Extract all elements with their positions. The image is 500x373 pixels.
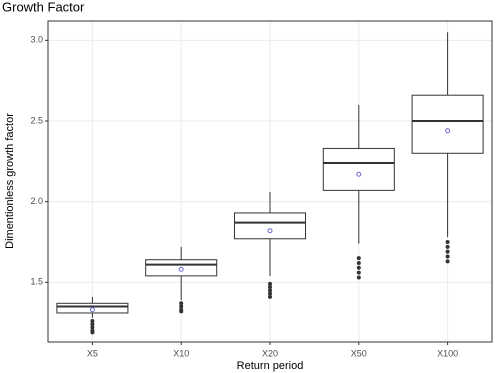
x-tick-label: X5 <box>87 348 98 358</box>
box <box>233 212 307 240</box>
y-tick-label: 2.5 <box>30 115 43 125</box>
outlier <box>268 285 272 290</box>
mean <box>178 266 184 272</box>
outlier <box>445 239 450 244</box>
mean <box>356 171 362 177</box>
x-axis-label: Return period <box>237 360 304 372</box>
outlier <box>356 275 361 280</box>
y-tick-label: 2.0 <box>30 196 43 206</box>
outlier <box>179 309 184 314</box>
outlier <box>90 325 95 330</box>
box <box>322 147 395 191</box>
outlier <box>445 254 450 259</box>
outlier <box>268 281 272 286</box>
outlier <box>90 330 95 335</box>
outlier <box>356 265 361 270</box>
outlier <box>179 304 184 309</box>
x-tick-label: X50 <box>351 348 367 358</box>
outlier <box>445 259 450 264</box>
plot-border <box>47 20 493 343</box>
mean <box>267 228 273 234</box>
x-tick-label: X100 <box>437 348 458 358</box>
y-axis-label: Dimentionless growth factor <box>4 113 16 249</box>
x-tick-label: X20 <box>262 348 278 358</box>
outlier <box>268 294 272 299</box>
y-tick-label: 1.5 <box>30 277 43 287</box>
chart-title: Growth Factor <box>2 0 85 14</box>
outlier <box>445 249 450 254</box>
mean <box>89 307 95 313</box>
outlier <box>356 256 361 261</box>
outlier <box>445 244 450 249</box>
outlier <box>90 319 95 324</box>
x-tick-label: X10 <box>173 348 189 358</box>
outlier <box>268 291 272 296</box>
outlier <box>356 260 361 265</box>
box <box>411 94 484 154</box>
y-tick-label: 3.0 <box>30 35 43 45</box>
outlier <box>90 322 95 327</box>
outlier <box>356 270 361 275</box>
outlier <box>268 288 272 293</box>
outlier <box>179 301 184 306</box>
mean <box>445 128 451 134</box>
